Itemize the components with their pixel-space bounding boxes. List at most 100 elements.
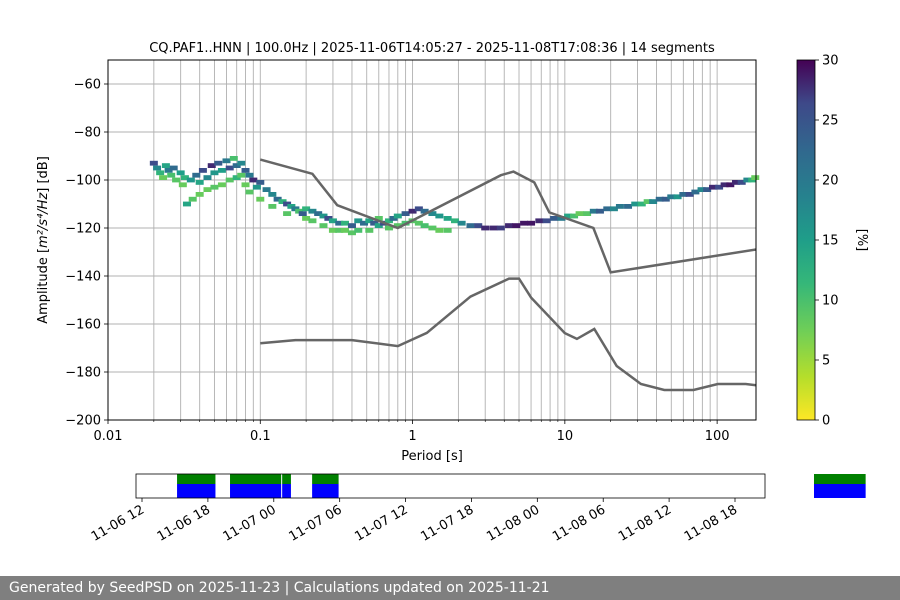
x-axis-label: Period [s]	[401, 449, 463, 464]
density-cell	[443, 228, 452, 233]
density-cell	[354, 228, 363, 233]
density-cell	[697, 187, 706, 192]
density-cell	[679, 192, 688, 197]
density-cell	[256, 180, 265, 185]
density-cell	[268, 192, 277, 197]
timeline-data-span	[312, 484, 339, 498]
density-cell	[374, 223, 383, 228]
density-cell	[703, 187, 712, 192]
density-cell	[302, 206, 311, 212]
density-cell	[595, 208, 604, 214]
density-cell	[262, 187, 271, 192]
density-cell	[603, 206, 612, 212]
density-cell	[245, 172, 254, 178]
density-cell	[210, 184, 219, 190]
density-cell	[182, 201, 191, 207]
colorbar-tick-label: 0	[822, 414, 830, 429]
timeline-tick-label: 11-06 12	[89, 502, 147, 544]
density-cell	[384, 225, 393, 231]
density-cell	[159, 175, 168, 180]
y-tick-label: −200	[65, 414, 101, 429]
density-cell	[324, 216, 333, 221]
x-tick-label: 0.1	[250, 429, 271, 444]
footer-bar: Generated by SeedPSD on 2025-11-23 | Cal…	[0, 576, 900, 600]
density-cell	[308, 208, 317, 214]
density-cell	[673, 194, 682, 200]
density-cell	[192, 172, 201, 178]
density-cell	[167, 172, 176, 178]
density-cell	[443, 216, 452, 221]
density-cell	[401, 211, 410, 216]
density-cell	[195, 180, 204, 185]
noise-model-curves	[259, 158, 756, 392]
density-cell	[667, 194, 676, 200]
density-cell	[225, 177, 234, 183]
timeline-tick-label: 11-07 18	[418, 502, 476, 544]
timeline-tick-label: 11-08 18	[682, 502, 740, 544]
density-cell	[283, 201, 292, 207]
timeline-tick-label: 11-08 00	[484, 502, 542, 544]
density-cell	[726, 182, 735, 188]
ppsd-plot-area: 0.01 0.1 1 10 100 −200 −180 −160 −140 −120 −100 −8…	[65, 59, 760, 444]
density-cell	[340, 228, 349, 233]
density-cell	[731, 180, 740, 185]
density-cell	[203, 187, 212, 192]
y-axis-label: Amplitude [m²/s⁴/Hz] [dB]	[36, 156, 51, 324]
density-cell	[156, 170, 165, 176]
density-cell	[241, 182, 250, 188]
density-cell	[314, 211, 323, 216]
colorbar-ticks: 0 5 10 15 20 25 30	[815, 54, 839, 429]
density-cell	[278, 199, 287, 204]
colorbar-tick-label: 5	[822, 354, 830, 369]
timeline-ticks: 11-06 12 11-06 18 11-07 00 11-07 06 11-07 12…	[89, 498, 740, 545]
density-cell	[435, 213, 444, 219]
density-cell	[661, 196, 670, 202]
density-cell	[428, 225, 437, 231]
timeline-psd-span	[230, 474, 291, 484]
y-tick-label: −80	[74, 126, 101, 141]
density-cell	[229, 156, 238, 161]
density-cell	[347, 230, 356, 236]
grid-lines	[108, 60, 756, 421]
density-cell	[225, 165, 234, 171]
density-cell	[340, 220, 349, 226]
noise-model-nlnm	[260, 277, 756, 392]
density-cell	[232, 163, 241, 168]
footer-text: Generated by SeedPSD on 2025-11-23 | Cal…	[9, 580, 550, 596]
timeline-psd-span	[177, 474, 216, 484]
density-cell	[505, 223, 514, 228]
density-cell	[393, 223, 402, 228]
density-cell	[420, 208, 429, 214]
density-cell	[161, 163, 170, 168]
density-cell	[631, 201, 640, 207]
density-cell	[308, 218, 317, 224]
y-tick-label: −140	[65, 270, 101, 285]
density-cell	[414, 206, 423, 212]
density-cell	[319, 223, 328, 228]
density-cell	[496, 225, 505, 231]
x-tick-label: 1	[408, 429, 416, 444]
density-cell	[393, 213, 402, 219]
density-cell	[319, 213, 328, 219]
density-cell	[615, 204, 624, 209]
y-tick-label: −100	[65, 174, 101, 189]
density-cell	[249, 177, 258, 183]
timeline-data-span	[177, 484, 216, 498]
colorbar-tick-label: 15	[822, 234, 839, 249]
density-cell	[535, 218, 544, 224]
plot-frame	[107, 59, 757, 421]
density-cell	[709, 184, 718, 190]
data-availability-timeline: 11-06 12 11-06 18 11-07 00 11-07 06 11-07 12…	[89, 473, 866, 545]
density-cell	[720, 182, 729, 188]
density-cell	[575, 211, 584, 216]
density-cell	[457, 220, 466, 226]
x-tick-label: 10	[557, 429, 574, 444]
density-cell	[237, 160, 246, 166]
y-axis-label-prefix: Amplitude [	[36, 248, 51, 324]
density-cell	[302, 216, 311, 221]
density-cell	[273, 196, 282, 202]
density-cell	[655, 196, 664, 202]
density-cell	[637, 201, 646, 207]
density-cell	[176, 170, 185, 176]
